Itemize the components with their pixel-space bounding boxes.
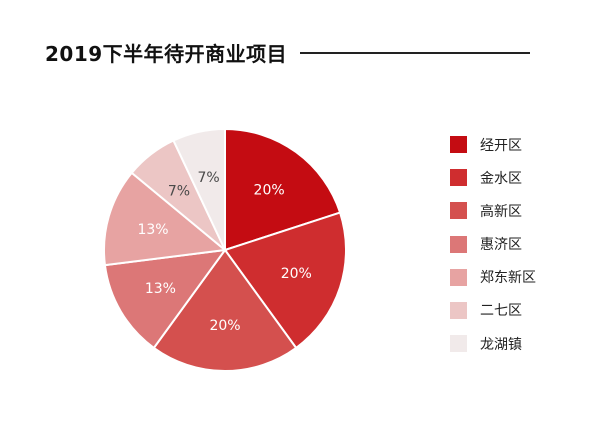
- legend-item: 惠济区: [450, 235, 590, 254]
- title-divider: [300, 52, 530, 54]
- legend-swatch: [450, 335, 467, 353]
- slice-value-label: 13%: [137, 222, 168, 238]
- slice-value-label: 20%: [209, 318, 240, 334]
- pie-slice-4: [103, 248, 228, 350]
- slice-value-label: 13%: [145, 281, 176, 297]
- legend: 经开区 金水区 高新区 惠济区 郑东新区 二七区 龙湖镇: [450, 136, 590, 368]
- legend-swatch: [450, 235, 467, 253]
- legend-swatch: [450, 202, 467, 220]
- legend-swatch: [450, 169, 467, 187]
- chart-title: 2019下半年待开商业项目: [45, 42, 288, 66]
- pie-slice-5: [103, 171, 228, 267]
- legend-label: 高新区: [480, 203, 522, 220]
- legend-item: 高新区: [450, 202, 590, 220]
- legend-item: 金水区: [450, 169, 590, 187]
- pie-slice-3: [152, 248, 298, 372]
- legend-item: 龙湖镇: [450, 335, 590, 353]
- legend-label: 经开区: [480, 137, 522, 154]
- legend-label: 二七区: [480, 303, 522, 320]
- legend-swatch: [450, 136, 467, 153]
- legend-item: 二七区: [450, 301, 590, 320]
- legend-swatch: [450, 301, 467, 319]
- legend-label: 金水区: [480, 170, 522, 187]
- legend-item: 经开区: [450, 136, 590, 154]
- slice-value-label: 7%: [197, 170, 219, 186]
- legend-swatch: [450, 268, 467, 286]
- legend-label: 龙湖镇: [480, 336, 522, 353]
- slice-value-label: 20%: [254, 182, 285, 198]
- slice-value-label: 7%: [168, 184, 190, 200]
- legend-item: 郑东新区: [450, 268, 590, 287]
- legend-label: 惠济区: [480, 237, 522, 254]
- slice-value-label: 20%: [281, 266, 312, 282]
- legend-label: 郑东新区: [480, 270, 536, 287]
- pie-slice-1: [224, 127, 342, 252]
- pie-slice-2: [223, 211, 347, 350]
- pie-slice-7: [172, 127, 226, 251]
